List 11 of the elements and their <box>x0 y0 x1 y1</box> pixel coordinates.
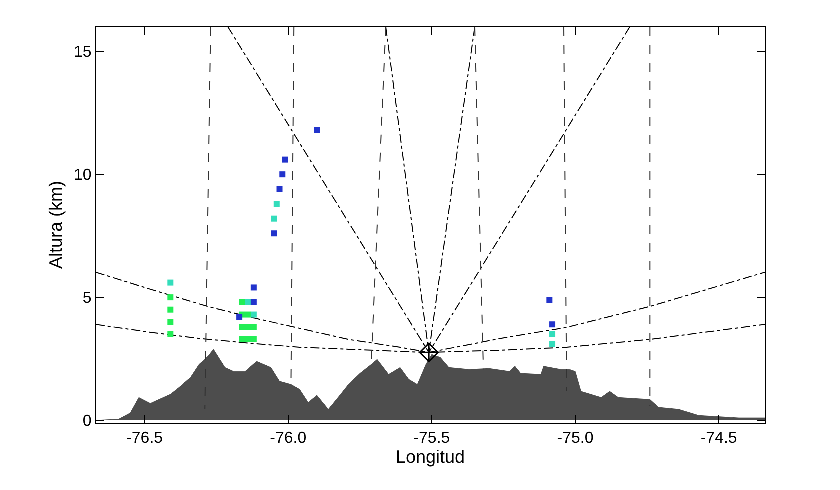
y-tick-label: 15 <box>74 44 92 62</box>
y-tick-label: 0 <box>82 413 92 430</box>
x-tick-label: -75.5 <box>414 430 450 448</box>
y-tick-label: 10 <box>74 167 92 184</box>
y-tick-label: 5 <box>82 290 92 308</box>
y-axis-title: Altura (km) <box>46 180 66 270</box>
x-tick-label: -75.0 <box>557 430 594 448</box>
x-tick-label: -76.5 <box>126 430 164 448</box>
x-tick-label: -76.0 <box>270 430 307 448</box>
x-axis-title: Longitud <box>396 447 466 468</box>
x-tick-label: -74.5 <box>700 430 738 448</box>
